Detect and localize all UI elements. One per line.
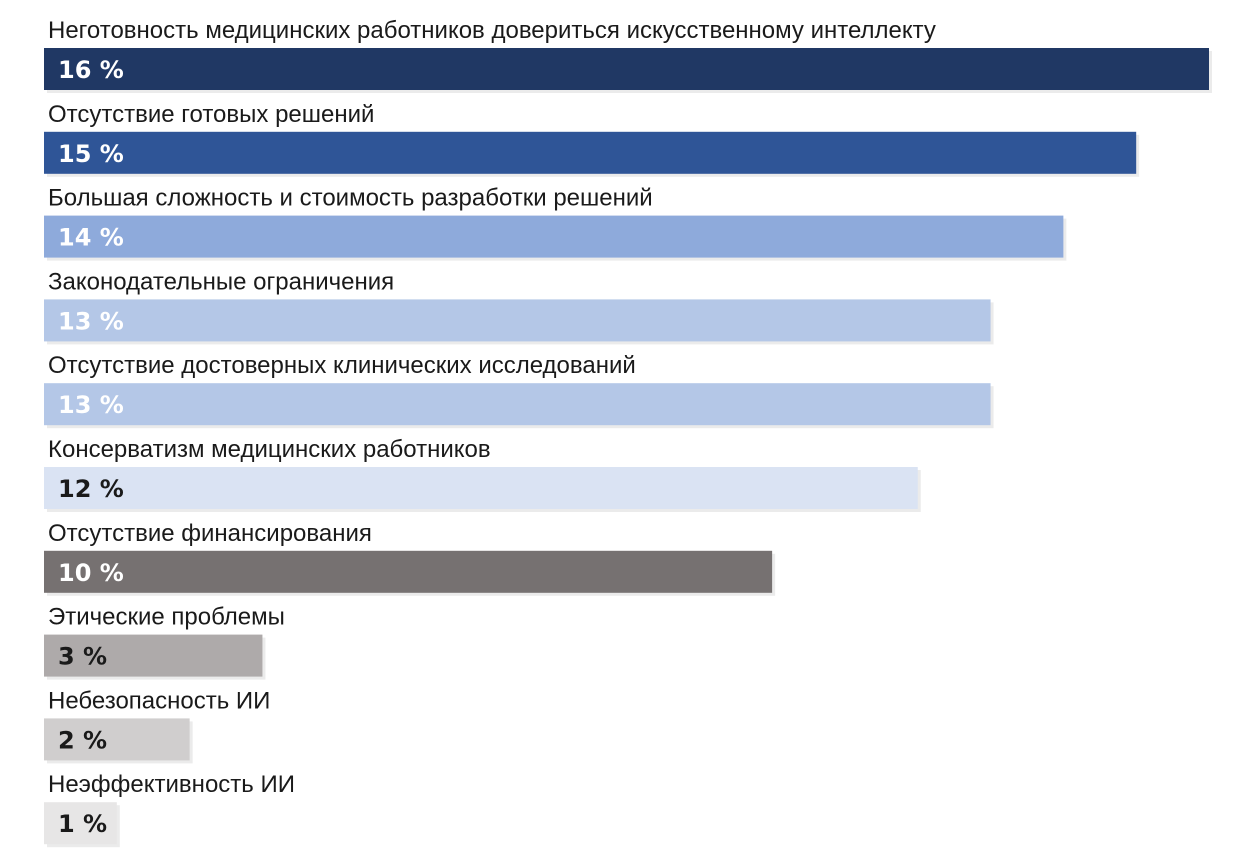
value-label: 15 % <box>58 140 124 168</box>
bar <box>44 634 263 677</box>
value-label: 12 % <box>58 475 124 503</box>
value-label: 2 % <box>58 726 107 754</box>
category-label: Небезопасность ИИ <box>48 687 270 714</box>
bar <box>44 718 190 761</box>
category-label: Консерватизм медицинских работников <box>48 436 491 463</box>
category-label: Неэффективность ИИ <box>48 771 295 798</box>
bar <box>44 802 117 845</box>
bar <box>44 299 991 342</box>
category-label: Отсутствие готовых решений <box>48 101 374 128</box>
value-label: 3 % <box>58 643 107 671</box>
category-label: Этические проблемы <box>48 604 285 631</box>
value-label: 16 % <box>58 56 124 84</box>
value-label: 13 % <box>58 391 124 419</box>
bar <box>44 467 918 509</box>
bar <box>44 383 991 426</box>
category-label: Законодательные ограничения <box>48 268 394 295</box>
value-label: 13 % <box>58 307 124 335</box>
bar <box>44 48 1209 90</box>
bar <box>44 550 773 593</box>
value-label: 14 % <box>58 224 124 252</box>
bar <box>44 131 1137 174</box>
value-label: 1 % <box>58 810 107 838</box>
category-label: Отсутствие финансирования <box>48 520 372 547</box>
category-label: Отсутствие достоверных клинических иссле… <box>48 352 636 379</box>
category-label: Большая сложность и стоимость разработки… <box>48 185 653 212</box>
category-label: Неготовность медицинских работников дове… <box>48 17 936 44</box>
bars-layer: Неготовность медицинских работников дове… <box>44 17 1212 848</box>
value-label: 10 % <box>58 559 124 587</box>
bar <box>44 215 1064 258</box>
